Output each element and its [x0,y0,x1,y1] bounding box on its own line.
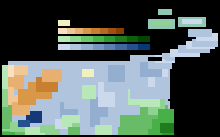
Bar [93,36,104,42]
Bar [127,44,138,50]
Bar [83,28,91,34]
Bar [70,44,81,50]
Bar [99,28,108,34]
Bar [138,44,150,50]
Bar [75,28,83,34]
Bar [115,44,127,50]
Bar [93,44,104,50]
Bar [104,44,115,50]
Bar [58,20,70,26]
Bar [104,36,115,42]
Bar [108,28,116,34]
Bar [127,36,138,42]
Bar [81,44,93,50]
Bar [58,28,67,34]
Bar [81,36,93,42]
Bar [116,28,124,34]
Bar [138,36,150,42]
Bar [58,36,70,42]
Bar [67,28,75,34]
Bar [115,36,127,42]
Bar [70,36,81,42]
Bar [91,28,99,34]
Bar [58,44,70,50]
